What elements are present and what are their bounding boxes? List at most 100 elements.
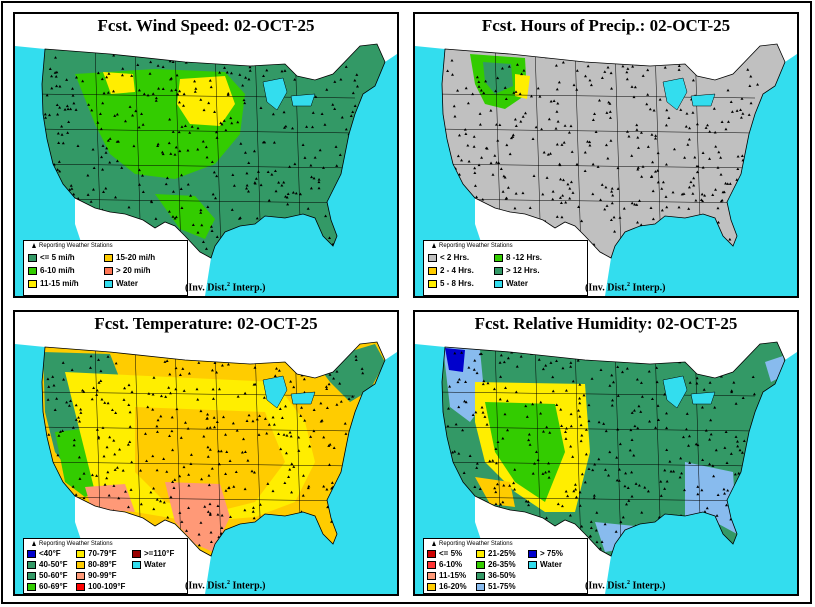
legend-stations-label: Reporting Weather Stations — [432, 541, 513, 547]
humidity-legend: Reporting Weather Stations <= 5% 6-10% 1… — [423, 538, 588, 594]
legend-item: > 20 mi/h — [104, 266, 150, 276]
legend-swatch — [27, 582, 36, 591]
legend-item: > 75% — [528, 549, 563, 559]
legend-item: <40°F — [27, 549, 61, 559]
legend-item: Water — [528, 560, 562, 570]
legend-swatch — [104, 279, 113, 288]
station-triangle-icon — [32, 243, 36, 248]
great-lakes — [262, 77, 288, 111]
legend-swatch — [476, 582, 485, 591]
legend-item: 51-75% — [476, 582, 516, 592]
legend-swatch — [76, 571, 85, 580]
legend-item: 70-79°F — [76, 549, 117, 559]
us-outline — [41, 341, 386, 557]
great-lakes — [690, 391, 716, 405]
forecast-region — [515, 74, 530, 99]
great-lakes — [662, 375, 688, 409]
legend-item: 50-60°F — [27, 571, 68, 581]
legend-swatch — [494, 266, 503, 275]
legend-item: Water — [494, 279, 528, 289]
legend-item: 40-50°F — [27, 560, 68, 570]
legend-swatch — [476, 571, 485, 580]
legend-swatch — [428, 266, 437, 275]
canada-landmass — [15, 312, 397, 378]
station-triangle-icon — [432, 243, 436, 248]
great-lakes — [290, 93, 316, 107]
legend-swatch — [104, 253, 113, 262]
legend-swatch — [28, 253, 37, 262]
legend-item: 100-109°F — [76, 582, 125, 592]
legend-swatch — [494, 279, 503, 288]
legend-item: 6-10% — [427, 560, 462, 570]
legend-item: 11-15 mi/h — [28, 279, 79, 289]
panel-title: Fcst. Temperature: 02-OCT-25 — [94, 314, 318, 333]
us-outline — [441, 43, 786, 259]
station-triangle-icon — [32, 541, 36, 546]
legend-swatch — [494, 253, 503, 262]
great-lakes — [262, 375, 288, 409]
legend-item: > 12 Hrs. — [494, 266, 540, 276]
temperature-legend: Reporting Weather Stations <40°F 40-50°F… — [23, 538, 188, 594]
legend-item: 26-35% — [476, 560, 516, 570]
legend-swatch — [104, 266, 113, 275]
interp-note: (Inv. Dist.2 Interp.) — [585, 282, 666, 294]
forecast-region — [445, 348, 465, 372]
legend-swatch — [28, 279, 37, 288]
legend-stations-label: Reporting Weather Stations — [32, 243, 113, 249]
legend-swatch — [428, 253, 437, 262]
canada-landmass — [415, 312, 797, 378]
legend-item: Water — [104, 279, 138, 289]
legend-item: 90-99°F — [76, 571, 117, 581]
wind-speed-panel: Fcst. Wind Speed: 02-OCT-25 Reporting We… — [13, 12, 399, 298]
legend-item: >=110°F — [132, 549, 174, 559]
canada-landmass — [415, 14, 797, 80]
legend-item: 6-10 mi/h — [28, 266, 75, 276]
legend-swatch — [428, 279, 437, 288]
legend-item: 36-50% — [476, 571, 516, 581]
panel-title: Fcst. Relative Humidity: 02-OCT-25 — [474, 314, 738, 333]
forecast-region — [485, 402, 565, 502]
legend-swatch — [427, 560, 436, 569]
great-lakes — [290, 391, 316, 405]
legend-item: <= 5% — [427, 549, 462, 559]
great-lakes — [690, 93, 716, 107]
legend-item: 5 - 8 Hrs. — [428, 279, 474, 289]
legend-item: 60-69°F — [27, 582, 68, 592]
great-lakes — [662, 77, 688, 111]
legend-stations-label: Reporting Weather Stations — [432, 243, 513, 249]
legend-item: 21-25% — [476, 549, 516, 559]
legend-item: 2 - 4 Hrs. — [428, 266, 474, 276]
temperature-panel: Fcst. Temperature: 02-OCT-25 Reporting W… — [13, 310, 399, 596]
legend-swatch — [76, 549, 85, 558]
legend-swatch — [132, 560, 141, 569]
panel-title: Fcst. Wind Speed: 02-OCT-25 — [97, 16, 315, 35]
legend-item: <= 5 mi/h — [28, 253, 75, 263]
legend-swatch — [132, 549, 141, 558]
legend-item: < 2 Hrs. — [428, 253, 469, 263]
legend-swatch — [476, 549, 485, 558]
relative-humidity-panel: Fcst. Relative Humidity: 02-OCT-25 Repor… — [413, 310, 799, 596]
wind-legend: Reporting Weather Stations <= 5 mi/h 6-1… — [23, 240, 188, 296]
legend-item: 15-20 mi/h — [104, 253, 155, 263]
legend-swatch — [427, 582, 436, 591]
us-outline — [41, 43, 386, 259]
legend-swatch — [528, 549, 537, 558]
interp-note: (Inv. Dist.2 Interp.) — [585, 580, 666, 592]
interp-note: (Inv. Dist.2 Interp.) — [185, 282, 266, 294]
legend-swatch — [427, 549, 436, 558]
legend-swatch — [28, 266, 37, 275]
precip-hours-panel: Fcst. Hours of Precip.: 02-OCT-25 Report… — [413, 12, 799, 298]
legend-item: Water — [132, 560, 166, 570]
station-triangle-icon — [432, 541, 436, 546]
interp-note: (Inv. Dist.2 Interp.) — [185, 580, 266, 592]
precip-legend: Reporting Weather Stations < 2 Hrs. 2 - … — [423, 240, 588, 296]
forecast-region — [177, 76, 235, 126]
panel-title: Fcst. Hours of Precip.: 02-OCT-25 — [481, 16, 731, 35]
legend-item: 8 -12 Hrs. — [494, 253, 542, 263]
legend-swatch — [427, 571, 436, 580]
forecast-region — [165, 482, 230, 552]
legend-swatch — [27, 571, 36, 580]
us-outline — [441, 341, 786, 557]
legend-item: 11-15% — [427, 571, 466, 581]
legend-swatch — [76, 560, 85, 569]
